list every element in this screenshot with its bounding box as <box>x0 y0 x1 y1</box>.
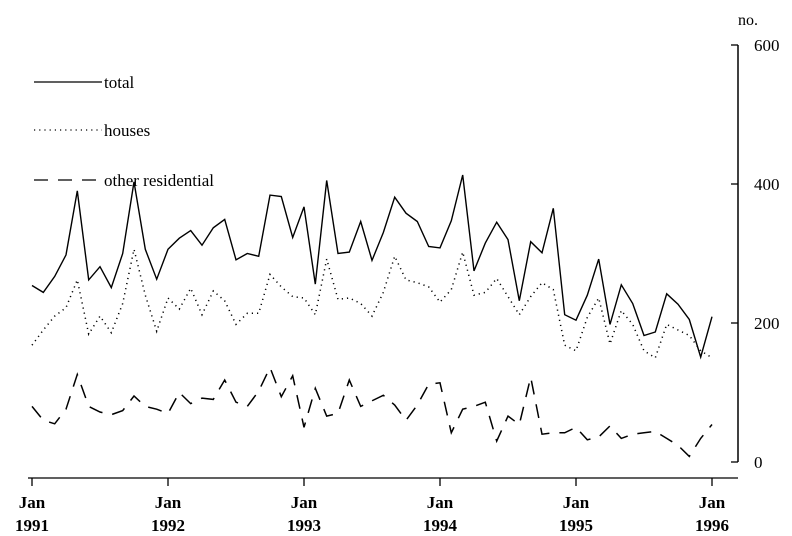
x-tick-label-month: Jan <box>699 493 726 512</box>
series-layer <box>31 174 713 458</box>
x-tick-label-year: 1995 <box>559 516 593 535</box>
legend-label-other-residential: other residential <box>104 171 214 190</box>
y-axis-ticks: 0 200 400 600 <box>731 36 780 472</box>
series-line-other-residential <box>31 365 713 458</box>
x-tick-label-year: 1994 <box>423 516 458 535</box>
y-axis-unit-label: no. <box>738 12 758 29</box>
y-tick-label: 400 <box>754 175 780 194</box>
x-tick-label-month: Jan <box>155 493 182 512</box>
legend: total houses other residential <box>34 73 214 190</box>
x-tick-label-year: 1991 <box>15 516 49 535</box>
y-tick-label: 600 <box>754 36 780 55</box>
x-tick-label-month: Jan <box>19 493 46 512</box>
legend-label-houses: houses <box>104 121 150 140</box>
legend-label-total: total <box>104 73 134 92</box>
y-tick-label: 0 <box>754 453 763 472</box>
x-tick-label-month: Jan <box>427 493 454 512</box>
x-tick-label-year: 1992 <box>151 516 185 535</box>
x-tick-label-month: Jan <box>563 493 590 512</box>
x-tick-label-year: 1993 <box>287 516 321 535</box>
x-tick-label-month: Jan <box>291 493 318 512</box>
y-tick-label: 200 <box>754 314 780 333</box>
x-axis-ticks: Jan 1991 Jan 1992 Jan 1993 Jan 1994 Jan 1995 Jan 19… <box>15 478 729 535</box>
series-line-total <box>31 174 713 360</box>
x-tick-label-year: 1996 <box>695 516 729 535</box>
series-line-houses <box>31 249 713 359</box>
